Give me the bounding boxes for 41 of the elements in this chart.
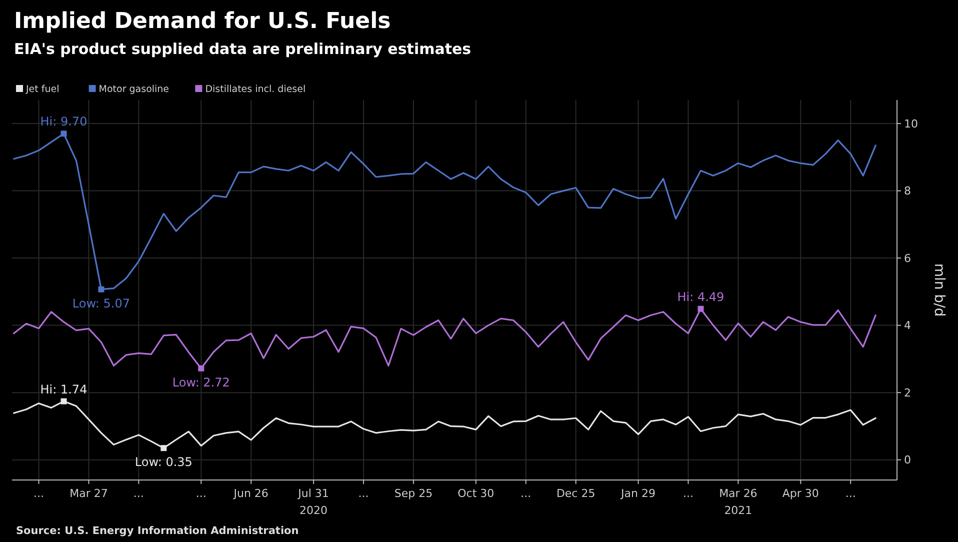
- y-axis-title: mln b/d: [931, 263, 947, 317]
- x-tick-label: ...: [133, 487, 144, 500]
- x-tick-label: Mar 26 2021: [719, 487, 758, 517]
- x-tick-label: ...: [845, 487, 856, 500]
- x-tick-label: Oct 30: [458, 487, 494, 500]
- x-tick-label: ...: [196, 487, 206, 500]
- x-tick-label: ...: [520, 487, 532, 500]
- x-tick-label: Sep 25: [394, 487, 433, 500]
- point: [98, 286, 104, 292]
- y-tick-label: 10: [904, 117, 918, 130]
- y-tick-label: 0: [904, 454, 911, 467]
- x-tick-label: Apr 30: [782, 487, 819, 500]
- legend-label: Jet fuel: [25, 84, 60, 95]
- x-tick-label: Dec 25: [556, 487, 596, 500]
- y-tick-label: 4: [904, 319, 911, 332]
- y-tick-label: 6: [904, 252, 911, 265]
- annotation: Hi: 9.70: [40, 114, 88, 129]
- point: [160, 445, 167, 452]
- annotation: Hi: 4.49: [677, 290, 724, 304]
- y-tick-label: 2: [904, 386, 911, 400]
- x-tick-label: Mar 27: [70, 487, 108, 500]
- x-tick-label: Jun 26: [232, 487, 268, 500]
- x-tick-label: ...: [358, 487, 369, 500]
- annotation: Low: 5.07: [72, 296, 130, 310]
- point: [698, 306, 704, 312]
- point: [60, 398, 67, 404]
- annotation: Hi: 1.74: [40, 382, 88, 396]
- legend-label: Distillates incl. diesel: [205, 84, 306, 95]
- x-tick-label: Jul 31 2020: [297, 487, 329, 517]
- annotation: Low: 0.35: [134, 455, 192, 470]
- x-tick-label: Jan 29: [620, 487, 656, 500]
- chart-subtitle: EIA's product supplied data are preliminary estimates: [14, 40, 472, 58]
- annotation: Low: 2.72: [172, 375, 230, 390]
- point: [60, 130, 67, 137]
- legend-label: Motor gasoline: [98, 84, 170, 95]
- point: [198, 365, 204, 372]
- y-tick-label: 8: [904, 184, 911, 198]
- source-note: Source: U.S. Energy Information Administration: [16, 525, 299, 537]
- x-tick-label: ...: [34, 487, 44, 500]
- chart-title: Implied Demand for U.S. Fuels: [14, 9, 391, 34]
- x-tick-label: ...: [682, 487, 694, 500]
